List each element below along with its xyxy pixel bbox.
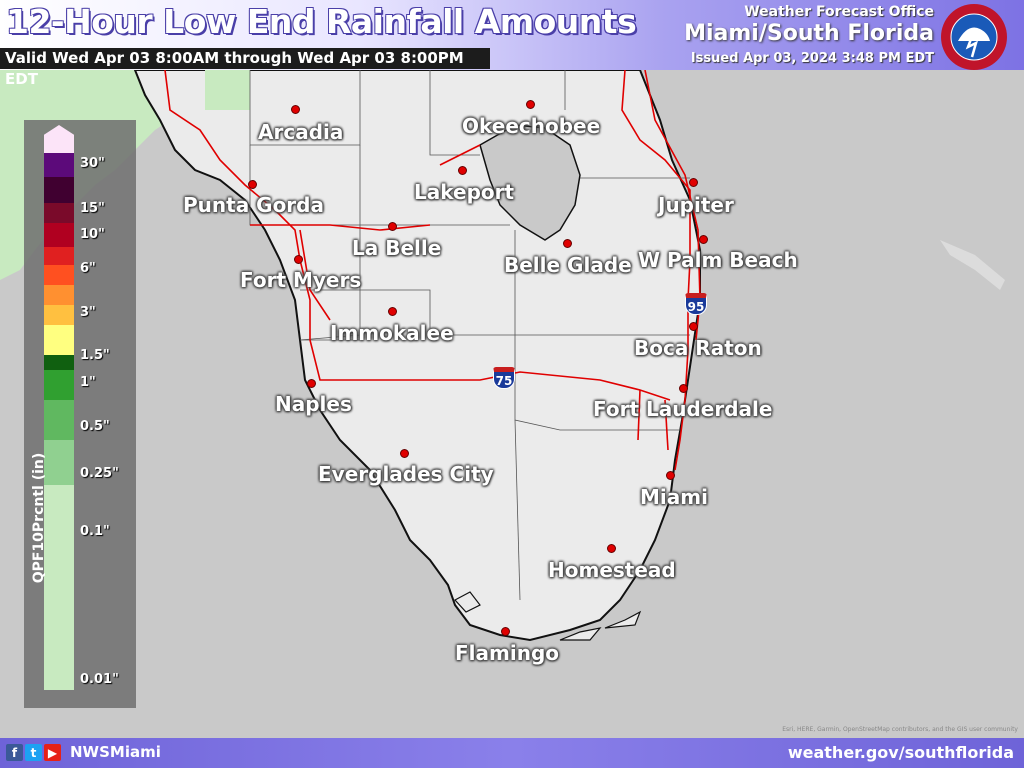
city-marker[interactable]: [400, 449, 409, 458]
city-label: La Belle: [352, 236, 442, 260]
legend-tick-label: 6": [80, 261, 96, 276]
legend-tick-label: 10": [80, 227, 105, 242]
valid-period: Valid Wed Apr 03 8:00AM through Wed Apr …: [0, 48, 490, 88]
legend-swatch: [44, 355, 74, 370]
interstate-shield-icon: 75: [493, 367, 515, 389]
highways: [164, 69, 701, 471]
legend-swatch: [44, 265, 74, 285]
website-link[interactable]: weather.gov/southflorida: [787, 743, 1014, 762]
city-marker[interactable]: [666, 471, 675, 480]
city-marker[interactable]: [699, 235, 708, 244]
legend-swatch: [44, 325, 74, 355]
legend-swatch: [44, 247, 74, 265]
legend-swatch: [44, 177, 74, 203]
city-label: Naples: [275, 392, 352, 416]
legend-swatch: [44, 440, 74, 485]
city-label: Fort Myers: [240, 268, 362, 292]
city-marker[interactable]: [294, 255, 303, 264]
social-links: f t ▶: [6, 744, 61, 761]
legend-swatch: [44, 153, 74, 177]
city-marker[interactable]: [307, 379, 316, 388]
city-label: Immokalee: [330, 321, 454, 345]
office-name: Miami/South Florida: [684, 21, 934, 46]
city-marker[interactable]: [679, 384, 688, 393]
youtube-icon[interactable]: ▶: [44, 744, 61, 761]
legend-tick-label: 3": [80, 305, 96, 320]
city-label: Boca Raton: [634, 336, 762, 360]
bahamas-island: [940, 240, 1005, 290]
city-marker[interactable]: [388, 222, 397, 231]
legend-tick-label: 0.5": [80, 419, 110, 434]
city-marker[interactable]: [526, 100, 535, 109]
legend-swatch: [44, 203, 74, 223]
city-marker[interactable]: [458, 166, 467, 175]
footer-bar: f t ▶ NWSMiami weather.gov/southflorida: [0, 738, 1024, 768]
city-label: Homestead: [548, 558, 676, 582]
lake-okeechobee: [479, 124, 581, 241]
city-label: Lakeport: [414, 180, 515, 204]
office-label: Weather Forecast Office: [744, 4, 934, 20]
legend-tick-label: 1.5": [80, 348, 110, 363]
city-label: W Palm Beach: [638, 248, 798, 272]
legend-tick-label: 30": [80, 156, 105, 171]
nws-logo-icon[interactable]: [940, 3, 1008, 71]
city-marker[interactable]: [607, 544, 616, 553]
city-label: Everglades City: [318, 462, 494, 486]
city-marker[interactable]: [689, 178, 698, 187]
city-label: Jupiter: [658, 193, 734, 217]
legend-swatch: [44, 305, 74, 325]
florida-keys: [454, 591, 642, 641]
legend-title: QPF10Prcntl (in): [31, 452, 47, 584]
legend-swatch: [44, 485, 74, 545]
city-marker[interactable]: [563, 239, 572, 248]
city-marker[interactable]: [291, 105, 300, 114]
city-label: Arcadia: [258, 120, 344, 144]
issued-time: Issued Apr 03, 2024 3:48 PM EDT: [690, 51, 934, 66]
city-label: Punta Gorda: [183, 193, 324, 217]
legend-swatch: [44, 285, 74, 305]
legend-tick-label: 1": [80, 375, 96, 390]
legend-swatch: [44, 125, 74, 153]
city-marker[interactable]: [388, 307, 397, 316]
city-marker[interactable]: [689, 322, 698, 331]
city-label: Miami: [640, 485, 708, 509]
legend-tick-label: 0.1": [80, 524, 110, 539]
legend-swatch: [44, 400, 74, 440]
legend-swatch: [44, 370, 74, 400]
city-label: Okeechobee: [462, 114, 601, 138]
twitter-icon[interactable]: t: [25, 744, 42, 761]
legend-tick-label: 0.25": [80, 466, 119, 481]
city-label: Flamingo: [455, 641, 560, 665]
social-handle[interactable]: NWSMiami: [70, 743, 161, 761]
interstate-shield-icon: 95: [685, 293, 707, 315]
city-marker[interactable]: [501, 627, 510, 636]
city-marker[interactable]: [248, 180, 257, 189]
city-label: Belle Glade: [504, 253, 632, 277]
facebook-icon[interactable]: f: [6, 744, 23, 761]
legend-swatch: [44, 223, 74, 247]
legend-tick-label: 0.01": [80, 672, 119, 687]
legend-tick-label: 15": [80, 201, 105, 216]
legend-swatch: [44, 545, 74, 690]
header-bar: 12-Hour Low End Rainfall Amounts Valid W…: [0, 0, 1024, 88]
city-label: Fort Lauderdale: [593, 397, 773, 421]
legend-panel: 30" 15" 10" 6" 3" 1.5" 1" 0.5" 0.25" 0.1" 0.01" QP…: [24, 120, 136, 708]
map-attribution: Esri, HERE, Garmin, OpenStreetMap contri…: [782, 726, 1018, 733]
page-title: 12-Hour Low End Rainfall Amounts: [6, 2, 637, 41]
rain-area-north: [205, 70, 250, 110]
